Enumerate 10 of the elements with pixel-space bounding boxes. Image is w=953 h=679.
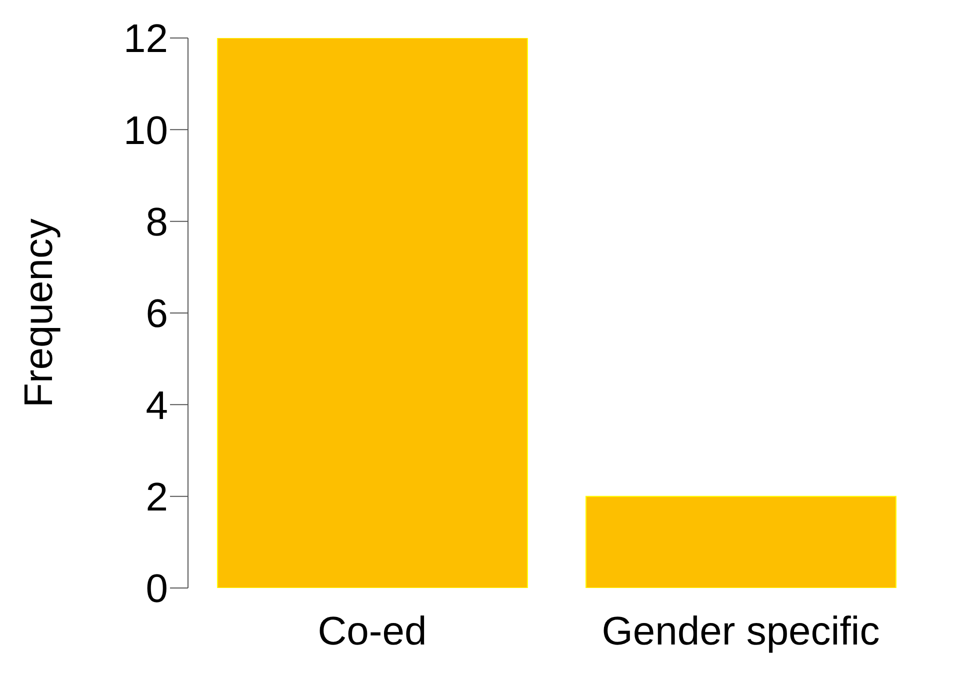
- y-axis-title: Frequency: [17, 218, 62, 408]
- y-tick-label: 4: [146, 384, 168, 428]
- y-tick-label: 2: [146, 476, 168, 520]
- y-tick-label: 10: [124, 108, 168, 153]
- y-tick-label: 8: [146, 200, 168, 245]
- y-tick-label: 12: [124, 17, 168, 62]
- y-tick-label: 6: [146, 292, 168, 336]
- y-tick-label: 0: [146, 567, 168, 612]
- x-tick-label: Gender specific: [602, 609, 880, 654]
- x-tick-label: Co-ed: [318, 609, 427, 654]
